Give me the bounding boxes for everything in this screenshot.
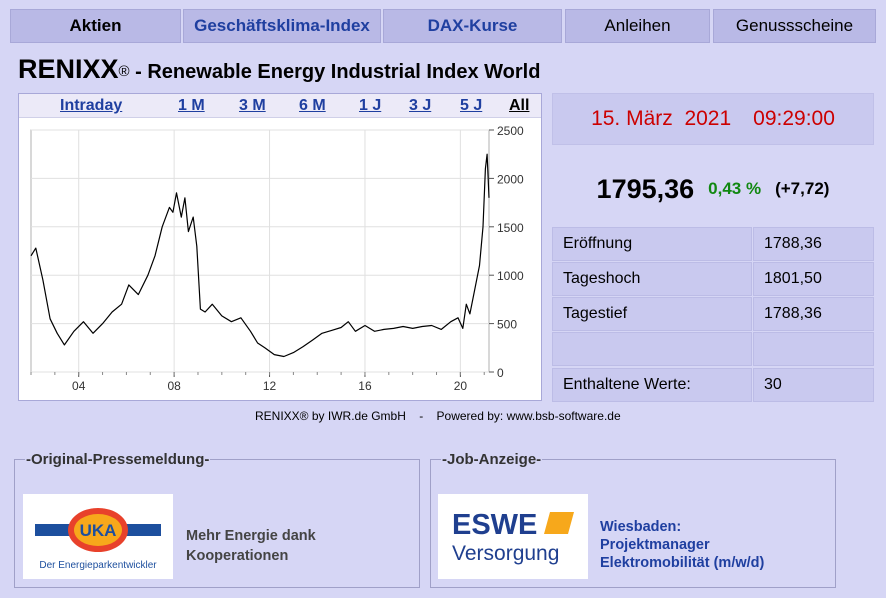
stat-row-high: Tageshoch 1801,50 (552, 262, 874, 296)
chart-panel: Intraday 1 M 3 M 6 M 1 J 3 J 5 J All 0 50… (18, 93, 542, 401)
uka-logo-graphic: UKA Der Energieparkentwickler (35, 508, 161, 571)
eswe-logo-mark (544, 512, 574, 534)
range-selector: Intraday 1 M 3 M 6 M 1 J 3 J 5 J All (19, 94, 541, 118)
series-line (30, 153, 490, 358)
press-legend: -Original-Pressemeldung- (26, 451, 210, 468)
range-1j[interactable]: 1 J (359, 97, 382, 114)
stat-row-open: Eröffnung 1788,36 (552, 227, 874, 261)
quote-price-row: 1795,36 0,43 % (+7,72) (552, 163, 874, 215)
job-line: Projektmanager (600, 537, 710, 553)
x-tick-label: 04 (72, 379, 86, 393)
stat-row-spacer (552, 332, 874, 366)
tab-aktien[interactable]: Aktien (10, 9, 181, 43)
uka-logo-text: UKA (80, 521, 117, 540)
range-intraday[interactable]: Intraday (60, 97, 123, 114)
tab-genussscheine[interactable]: Genussscheine (713, 9, 876, 43)
eswe-logo-graphic: ESWE Versorgung (452, 509, 574, 565)
members-value: 30 (753, 368, 874, 402)
x-tick-label: 20 (454, 379, 468, 393)
chart-credit: RENIXX® by IWR.de GmbH - Powered by: www… (255, 409, 621, 423)
stat-value: 1788,36 (753, 297, 874, 331)
x-tick-label: 16 (358, 379, 372, 393)
uka-tagline: Der Energieparkentwickler (39, 560, 157, 571)
quote-change-abs: (+7,72) (775, 179, 830, 198)
y-tick-label: 2500 (497, 124, 524, 138)
job-legend: -Job-Anzeige- (442, 451, 542, 468)
range-5j[interactable]: 5 J (460, 97, 483, 114)
press-line: Kooperationen (186, 548, 289, 564)
quote-datetime: 15. März 2021 09:29:00 (552, 93, 874, 145)
range-1m[interactable]: 1 M (178, 97, 205, 114)
job-line: Wiesbaden: (600, 519, 682, 535)
index-chart: 0 500 1000 1500 2000 2500 04 08 12 16 20 (30, 124, 524, 393)
stat-label: Eröffnung (552, 227, 752, 261)
stat-value: 1788,36 (753, 227, 874, 261)
top-nav: Aktien Geschäftsklima-Index DAX-Kurse An… (10, 9, 876, 43)
quote-date: 15. März 2021 (591, 107, 732, 130)
index-name: RENIXX (18, 54, 119, 84)
y-tick-label: 500 (497, 318, 517, 332)
y-tick-label: 1000 (497, 269, 524, 283)
job-line: Elektromobilität (m/w/d) (600, 555, 765, 571)
x-tick-label: 12 (263, 379, 277, 393)
y-tick-label: 1500 (497, 221, 524, 235)
tab-dax-kurse[interactable]: DAX-Kurse (383, 9, 562, 43)
stat-label: Tagestief (552, 297, 752, 331)
range-3m[interactable]: 3 M (239, 97, 266, 114)
stat-spacer (753, 332, 874, 366)
press-release-box: -Original-Pressemeldung- UKA Der Energie… (14, 451, 420, 588)
page-title: RENIXX® - Renewable Energy Industrial In… (18, 54, 540, 85)
x-tick-label: 08 (167, 379, 181, 393)
press-headline[interactable]: Mehr Energie dank Kooperationen (186, 526, 316, 566)
range-3j[interactable]: 3 J (409, 97, 432, 114)
job-headline[interactable]: Wiesbaden: Projektmanager Elektromobilit… (600, 518, 764, 572)
stat-spacer (552, 332, 752, 366)
index-subtitle: - Renewable Energy Industrial Index Worl… (129, 61, 541, 83)
stat-row-low: Tagestief 1788,36 (552, 297, 874, 331)
tab-geschaeftsklima-index[interactable]: Geschäftsklima-Index (183, 9, 381, 43)
job-ad-box: -Job-Anzeige- ESWE Versorgung Wiesbaden:… (430, 451, 836, 588)
stat-value: 1801,50 (753, 262, 874, 296)
plot-area (30, 129, 490, 373)
members-label: Enthaltene Werte: (552, 368, 752, 402)
stat-label: Tageshoch (552, 262, 752, 296)
eswe-logo[interactable]: ESWE Versorgung (438, 494, 588, 579)
press-line: Mehr Energie dank (186, 528, 316, 544)
eswe-logo-word: ESWE (452, 509, 537, 541)
range-6m[interactable]: 6 M (299, 97, 326, 114)
quote-price: 1795,36 (596, 173, 695, 204)
tab-anleihen[interactable]: Anleihen (565, 9, 710, 43)
y-tick-label: 2000 (497, 172, 524, 186)
quote-change-pct: 0,43 % (708, 179, 762, 198)
uka-logo[interactable]: UKA Der Energieparkentwickler (23, 494, 173, 579)
eswe-logo-subword: Versorgung (452, 542, 559, 565)
range-all[interactable]: All (509, 97, 530, 114)
quote-time: 09:29:00 (753, 107, 835, 130)
stat-row-members: Enthaltene Werte: 30 (552, 368, 874, 402)
registered-mark: ® (118, 63, 130, 80)
y-tick-label: 0 (497, 366, 504, 380)
